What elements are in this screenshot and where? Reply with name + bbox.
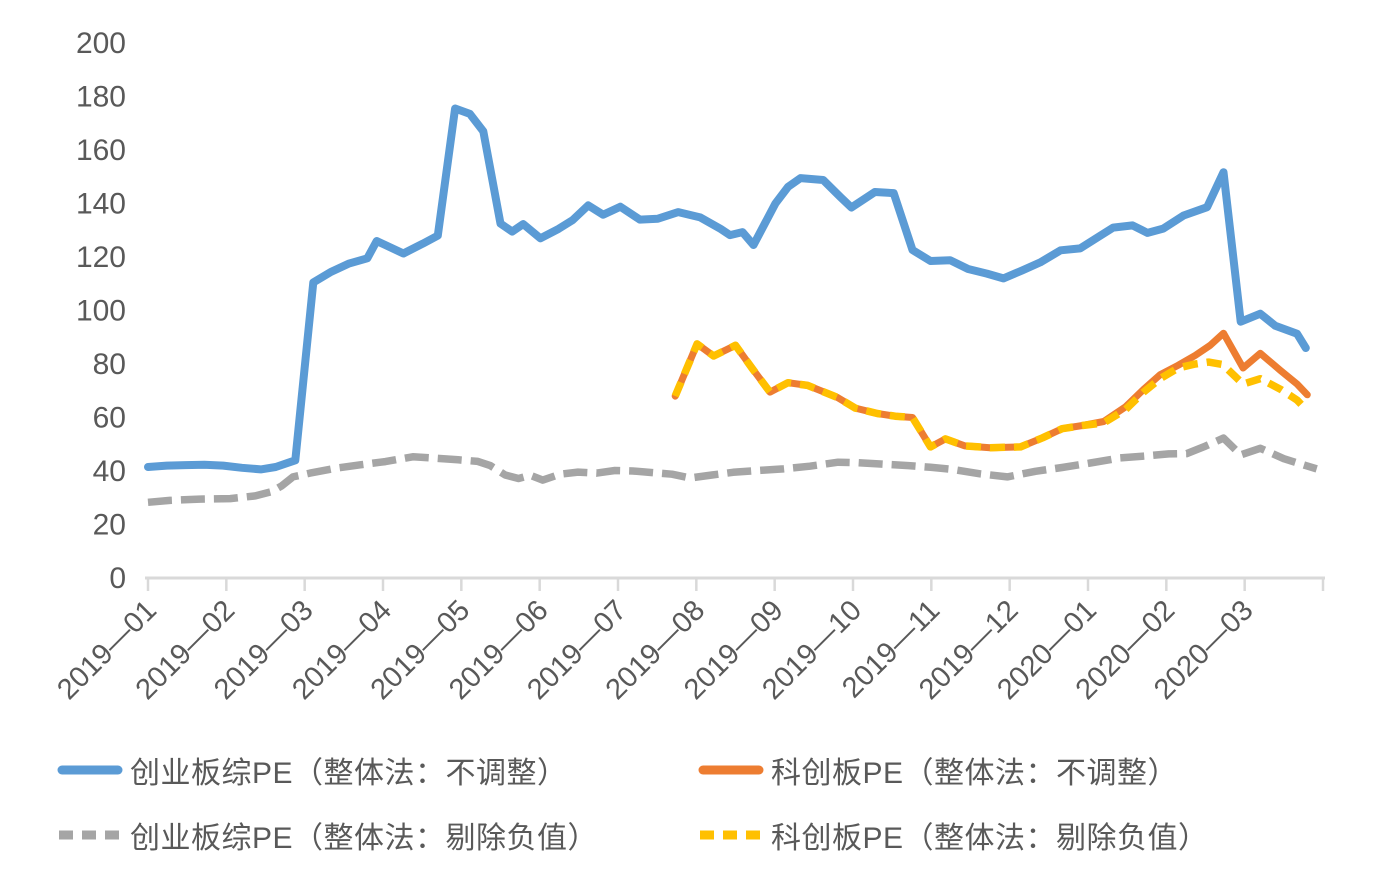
y-axis-label: 100 <box>76 295 126 328</box>
y-axis-label: 120 <box>76 241 126 274</box>
legend-label: 创业板综PE（整体法：不调整） <box>130 756 568 790</box>
legend-label: 创业板综PE（整体法：剔除负值） <box>130 821 599 855</box>
legend-label: 科创板PE（整体法：剔除负值） <box>771 821 1209 855</box>
legend-item-chinext-pe-ex-negative: 创业板综PE（整体法：剔除负值） <box>57 802 698 867</box>
y-axis-label: 20 <box>93 509 126 542</box>
legend-item-star-pe-unadjusted: 科创板PE（整体法：不调整） <box>698 737 1209 802</box>
y-axis-label: 200 <box>76 27 126 60</box>
y-axis-label: 60 <box>93 402 126 435</box>
series-line-chinext-pe-ex-negative <box>147 434 1318 507</box>
y-axis-label: 0 <box>109 562 126 595</box>
y-axis-label: 80 <box>93 348 126 381</box>
series-line-star-pe-ex-negative <box>671 340 1311 452</box>
legend-label: 科创板PE（整体法：不调整） <box>771 756 1179 790</box>
legend-swatch-solid-line-icon <box>698 765 764 774</box>
series-line-chinext-pe-unadjusted <box>144 104 1310 474</box>
y-axis-label: 140 <box>76 188 126 221</box>
y-axis-label: 180 <box>76 81 126 114</box>
chart-plot-area: 0204060801001201401601802002019—012019—0… <box>51 27 1325 706</box>
chart-legend: 创业板综PE（整体法：不调整） 科创板PE（整体法：不调整） 创业板综PE（整体… <box>57 737 1209 867</box>
legend-swatch-dashed-line-icon <box>59 830 123 839</box>
legend-swatch-dashed-line-icon <box>700 830 764 839</box>
y-axis-label: 40 <box>93 455 126 488</box>
legend-item-star-pe-ex-negative: 科创板PE（整体法：剔除负值） <box>698 802 1209 867</box>
legend-swatch-solid-line-icon <box>57 765 123 774</box>
legend-item-chinext-pe-unadjusted: 创业板综PE（整体法：不调整） <box>57 737 698 802</box>
y-axis-label: 160 <box>76 134 126 167</box>
